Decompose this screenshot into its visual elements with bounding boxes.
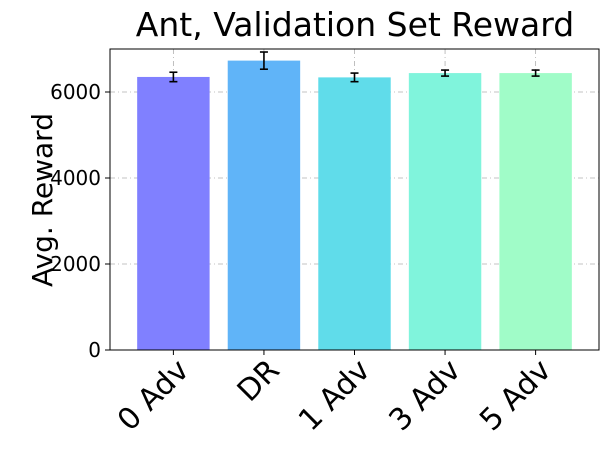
y-tick-label: 4000 <box>50 166 101 190</box>
bar <box>408 73 482 350</box>
y-tick-label: 6000 <box>50 80 101 104</box>
y-tick-label: 2000 <box>50 252 101 276</box>
bar <box>318 77 391 350</box>
x-tick-label: DR <box>231 353 287 409</box>
ticks-layer: 0 2000 4000 6000 0 Adv DR 1 Adv 3 Adv 5 Adv <box>50 80 558 438</box>
chart-title: Ant, Validation Set Reward <box>136 5 574 44</box>
bar <box>137 76 210 350</box>
bars-layer <box>137 60 572 351</box>
bar <box>227 60 301 351</box>
y-tick-label: 0 <box>88 338 101 362</box>
error-bars-layer <box>169 51 540 83</box>
bar <box>499 73 572 350</box>
x-tick-label: 3 Adv <box>383 353 468 438</box>
x-tick-label: 1 Adv <box>292 353 377 438</box>
x-tick-label: 0 Adv <box>111 353 196 438</box>
y-axis-label: Avg. Reward <box>26 113 59 287</box>
x-tick-label: 5 Adv <box>473 353 558 438</box>
